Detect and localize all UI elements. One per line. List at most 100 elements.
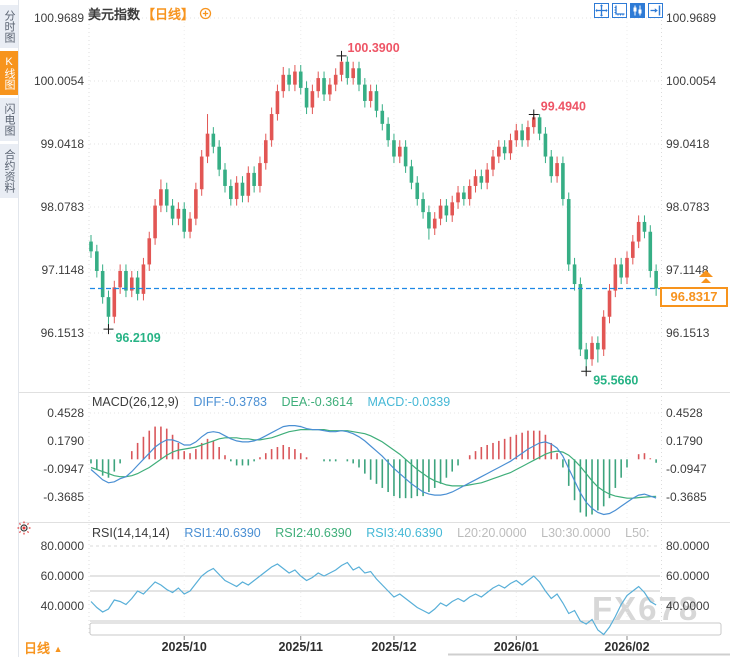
candle [357,68,361,85]
svg-text:80.0000: 80.0000 [41,539,85,553]
candle [467,185,472,200]
candle [240,182,245,196]
svg-text:0.4528: 0.4528 [47,406,84,420]
jump-to-latest-icon[interactable] [648,3,663,18]
candle [351,68,355,79]
sidebar-tab-kline[interactable]: K线图 [0,51,18,95]
svg-text:-0.0947: -0.0947 [666,462,707,476]
candle [176,208,181,219]
svg-text:96.1513: 96.1513 [41,326,85,340]
candle [135,277,140,294]
svg-text:2025/12: 2025/12 [371,640,416,654]
candle [205,133,210,157]
svg-text:2025/11: 2025/11 [278,640,323,654]
chart-toolbar [594,3,663,18]
svg-text:100.9689: 100.9689 [666,11,716,25]
rsi-line [90,561,657,636]
gridlines: 100.9689 100.9689 100.0054 100.0054 99.0418 9… [34,11,716,622]
svg-text:100.0054: 100.0054 [34,74,84,88]
candle [415,182,420,200]
macd-diff-value: DIFF:-0.3783 [193,395,267,409]
candle [625,257,629,278]
candle [397,146,402,157]
candle [456,192,460,203]
candle [345,61,350,79]
add-indicator-icon[interactable] [199,7,212,20]
svg-text:0.4528: 0.4528 [666,406,703,420]
panel-frame [18,8,730,635]
candle [328,84,332,95]
candle [566,199,571,265]
candle [619,264,623,278]
candles-layer [89,55,658,372]
candle [164,189,169,206]
candle [654,270,658,289]
svg-text:0.1790: 0.1790 [47,434,84,448]
candle [106,297,111,317]
svg-text:60.0000: 60.0000 [41,569,85,583]
sidebar-tab-lightning[interactable]: 闪电图 [0,98,18,141]
rsi-title: RSI(14,14,14) [92,526,170,540]
candle [491,156,495,170]
candle [409,166,414,183]
svg-text:100.0054: 100.0054 [666,74,716,88]
sidebar-tab-timeshare[interactable]: 分时图 [0,5,18,48]
candle [403,146,408,167]
candle [263,140,268,164]
candle [514,130,519,141]
macd-bar-value: MACD:-0.0339 [367,395,451,409]
candle [578,284,583,350]
candle-style-icon[interactable] [630,3,645,18]
candle [258,163,262,186]
current-price-tag: 96.8317 [660,287,728,307]
scrollbar[interactable] [89,622,722,636]
candle [648,231,653,271]
rsi-header: RSI(14,14,14) RSI1:40.6390 RSI2:40.6390 … [92,526,660,540]
candle [194,189,198,219]
svg-text:0.1790: 0.1790 [666,434,703,448]
candle [596,342,600,350]
candle [531,117,536,128]
svg-text:100.3900: 100.3900 [348,41,400,55]
x-axis: 2025/10 2025/11 2025/12 2026/01 2026/02 [89,622,730,656]
svg-text:97.1148: 97.1148 [666,263,709,277]
candle [432,218,437,229]
candle [462,192,466,200]
candle [211,133,216,147]
candle [427,212,431,229]
candle [561,163,565,200]
svg-text:98.0783: 98.0783 [666,200,710,214]
svg-text:96.2109: 96.2109 [115,331,160,345]
candle [380,110,385,124]
axis-scale-icon[interactable] [612,3,627,18]
price-up-arrow-icon [699,270,713,284]
candle [293,71,297,85]
rsi2-value: RSI2:40.6390 [275,526,352,540]
svg-text:96.1513: 96.1513 [666,326,710,340]
rsi-l30-value: L30:30.0000 [541,526,611,540]
candle [153,205,157,239]
candle [508,140,513,154]
sidebar: 分时图 K线图 闪电图 合约资料 [0,0,19,657]
candle [392,140,396,157]
candle [636,221,641,242]
rsi-l20-value: L20:20.0000 [457,526,527,540]
indicator-hot-icon[interactable] [17,521,31,535]
macd-panel [90,425,657,517]
candle [269,114,274,141]
candle [590,342,594,360]
candle [386,123,390,141]
candle [234,182,239,200]
svg-text:80.0000: 80.0000 [666,539,710,553]
pan-crosshair-icon[interactable] [594,3,609,18]
candle [421,199,425,213]
sidebar-tab-contract-info[interactable]: 合约资料 [0,144,18,198]
svg-text:2026/01: 2026/01 [494,640,539,654]
svg-text:99.0418: 99.0418 [41,137,85,151]
price-annotations: 100.3900 99.4940 96.2109 95.5660 [103,41,638,387]
svg-text:95.5660: 95.5660 [593,373,638,387]
period-selector[interactable]: 日线 ▲ [24,638,63,657]
candle [182,208,187,232]
candle [368,91,373,101]
